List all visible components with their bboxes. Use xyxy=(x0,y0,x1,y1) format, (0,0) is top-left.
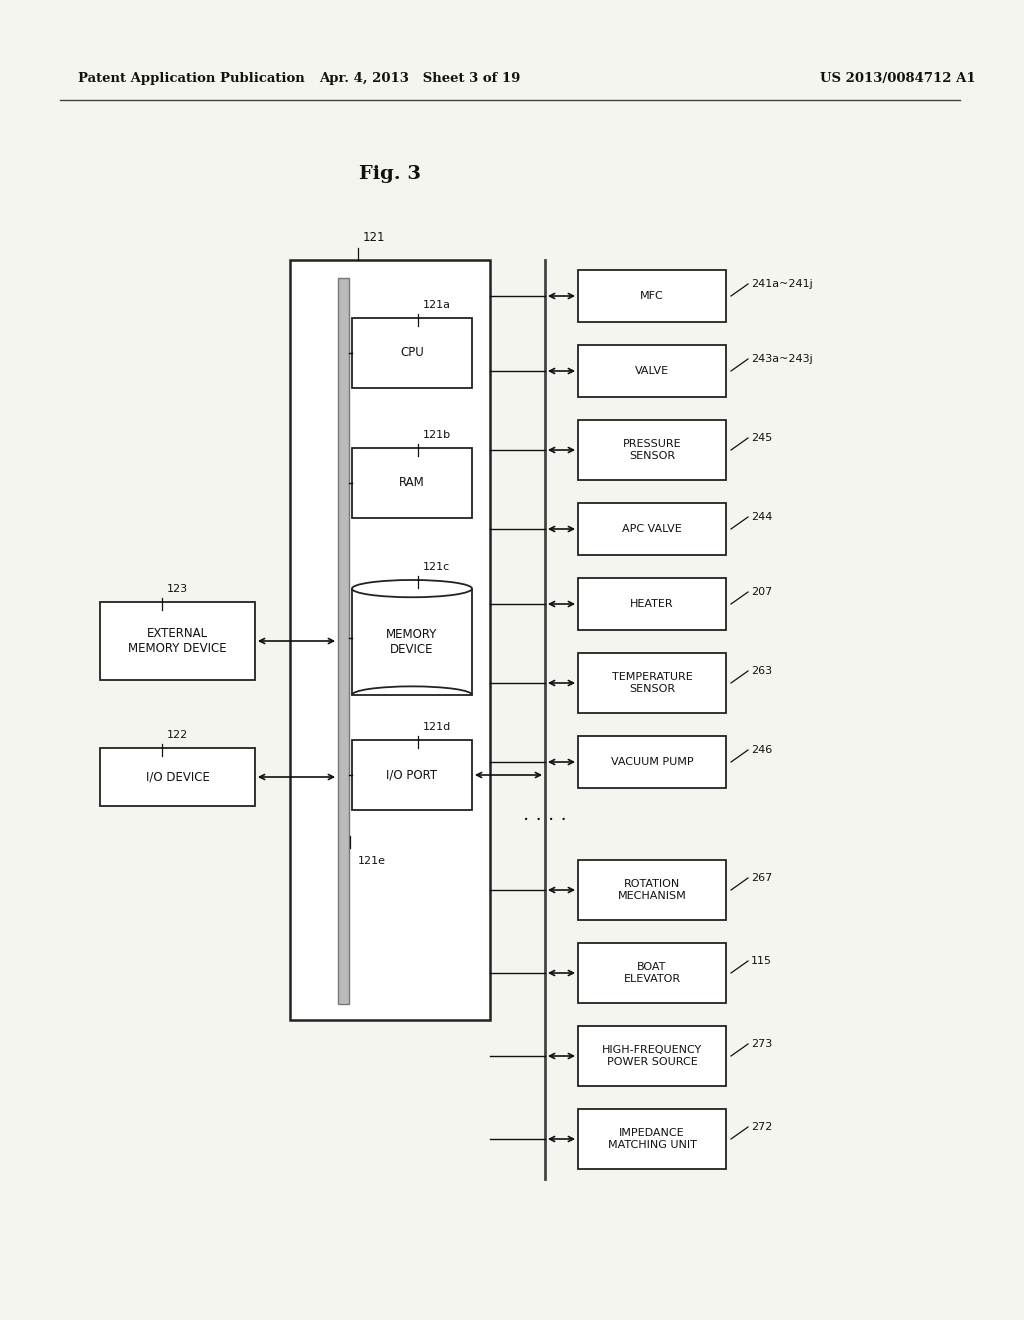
Bar xyxy=(100,748,255,807)
Bar xyxy=(578,503,726,554)
Bar xyxy=(352,589,472,696)
Text: · · · ·: · · · · xyxy=(523,810,567,829)
Text: 122: 122 xyxy=(167,730,188,741)
Text: 121e: 121e xyxy=(358,855,386,866)
Bar xyxy=(578,420,726,480)
Text: 273: 273 xyxy=(751,1039,772,1049)
Text: MEMORY
DEVICE: MEMORY DEVICE xyxy=(386,628,437,656)
Bar xyxy=(578,271,726,322)
Text: ROTATION
MECHANISM: ROTATION MECHANISM xyxy=(617,879,686,900)
Text: I/O DEVICE: I/O DEVICE xyxy=(145,771,210,784)
Bar xyxy=(578,942,726,1003)
Text: 207: 207 xyxy=(751,587,772,597)
Text: APC VALVE: APC VALVE xyxy=(623,524,682,535)
Bar xyxy=(352,318,472,388)
Text: MFC: MFC xyxy=(640,290,664,301)
Text: Fig. 3: Fig. 3 xyxy=(359,165,421,183)
Bar xyxy=(578,345,726,397)
Text: 121: 121 xyxy=(362,231,385,244)
Bar xyxy=(578,737,726,788)
Bar xyxy=(578,861,726,920)
Text: CPU: CPU xyxy=(400,346,424,359)
Text: 243a~243j: 243a~243j xyxy=(751,354,813,364)
Bar xyxy=(352,447,472,517)
Text: 121c: 121c xyxy=(423,562,451,572)
Text: IMPEDANCE
MATCHING UNIT: IMPEDANCE MATCHING UNIT xyxy=(607,1129,696,1150)
Bar xyxy=(578,1026,726,1086)
Text: 121d: 121d xyxy=(423,722,452,733)
Text: I/O PORT: I/O PORT xyxy=(386,768,437,781)
Text: 245: 245 xyxy=(751,433,772,444)
Text: BOAT
ELEVATOR: BOAT ELEVATOR xyxy=(624,962,681,983)
Bar xyxy=(578,578,726,630)
Text: 263: 263 xyxy=(751,667,772,676)
Text: RAM: RAM xyxy=(399,477,425,490)
Text: VACUUM PUMP: VACUUM PUMP xyxy=(610,756,693,767)
Text: TEMPERATURE
SENSOR: TEMPERATURE SENSOR xyxy=(611,672,692,694)
Text: HEATER: HEATER xyxy=(630,599,674,609)
Text: VALVE: VALVE xyxy=(635,366,669,376)
Bar xyxy=(578,1109,726,1170)
Text: 121a: 121a xyxy=(423,300,451,310)
Text: HIGH-FREQUENCY
POWER SOURCE: HIGH-FREQUENCY POWER SOURCE xyxy=(602,1045,702,1067)
Text: 115: 115 xyxy=(751,956,772,966)
Text: 244: 244 xyxy=(751,512,772,521)
Text: Patent Application Publication: Patent Application Publication xyxy=(78,73,305,84)
Bar xyxy=(100,602,255,680)
Bar xyxy=(290,260,490,1020)
Bar xyxy=(352,741,472,810)
Text: 267: 267 xyxy=(751,873,772,883)
Bar xyxy=(578,653,726,713)
Text: 246: 246 xyxy=(751,744,772,755)
Text: EXTERNAL
MEMORY DEVICE: EXTERNAL MEMORY DEVICE xyxy=(128,627,226,655)
Bar xyxy=(338,279,349,1005)
Text: US 2013/0084712 A1: US 2013/0084712 A1 xyxy=(820,73,976,84)
Ellipse shape xyxy=(352,579,472,597)
Text: 241a~241j: 241a~241j xyxy=(751,279,813,289)
Text: Apr. 4, 2013   Sheet 3 of 19: Apr. 4, 2013 Sheet 3 of 19 xyxy=(319,73,520,84)
Text: 272: 272 xyxy=(751,1122,772,1133)
Text: 121b: 121b xyxy=(423,430,452,440)
Text: PRESSURE
SENSOR: PRESSURE SENSOR xyxy=(623,440,681,461)
Text: 123: 123 xyxy=(167,583,188,594)
